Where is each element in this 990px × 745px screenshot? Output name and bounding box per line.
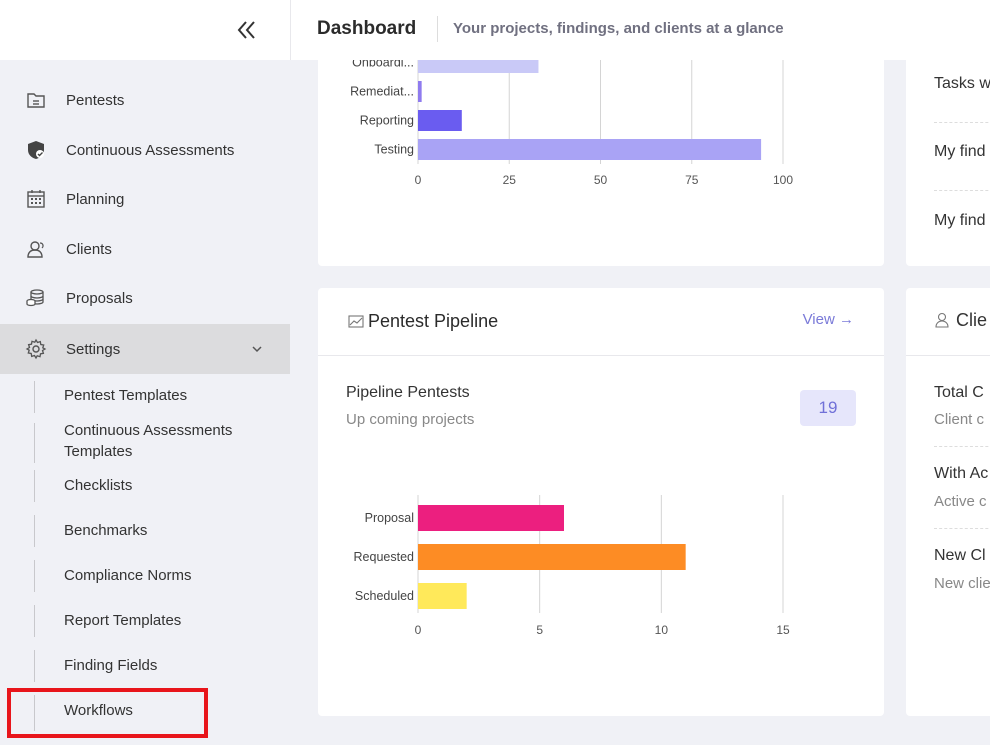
- submenu-pentest-templates[interactable]: Pentest Templates: [64, 387, 188, 404]
- submenu-line: [34, 695, 35, 731]
- submenu-report-templates[interactable]: Report Templates: [64, 612, 182, 629]
- clients-card: Clie Total C Client c With Ac Active c N…: [906, 288, 990, 716]
- stat-sub: New clie: [934, 575, 990, 592]
- stat-sub: Client c: [934, 411, 985, 428]
- bar[interactable]: [418, 544, 686, 570]
- sidebar-top: [0, 0, 290, 60]
- chevron-down-icon: [250, 342, 264, 356]
- top-header: Dashboard Your projects, findings, and c…: [290, 0, 990, 60]
- section-title: Pipeline Pentests: [346, 384, 470, 401]
- submenu-checklists[interactable]: Checklists: [64, 477, 133, 494]
- header-divider: [437, 16, 438, 42]
- bar[interactable]: [418, 52, 539, 73]
- bar[interactable]: [418, 110, 462, 131]
- x-tick-label: 0: [415, 623, 422, 637]
- sidebar-item-label: Planning: [66, 190, 125, 208]
- category-label: Proposal: [365, 511, 414, 525]
- sidebar-item-proposals[interactable]: Proposals: [0, 273, 290, 323]
- x-tick-label: 25: [503, 173, 517, 187]
- x-tick-label: 75: [685, 173, 699, 187]
- submenu-continuous-assessments-templates[interactable]: Continuous Assessments Templates: [64, 422, 233, 460]
- submenu-line: [34, 381, 35, 413]
- bar[interactable]: [418, 583, 467, 609]
- sidebar-item-clients[interactable]: Clients: [0, 224, 290, 274]
- calendar-icon: [25, 188, 47, 210]
- x-tick-label: 0: [415, 173, 422, 187]
- collapse-sidebar-icon[interactable]: [234, 18, 260, 42]
- submenu-line: [34, 605, 35, 637]
- x-tick-label: 100: [773, 173, 793, 187]
- chart-icon: [348, 314, 364, 328]
- divider: [934, 190, 990, 191]
- clients-icon: [934, 312, 950, 328]
- project-status-card: 0 25 50 75 100 Onboardi... Remediat... Reportin…: [318, 42, 884, 266]
- x-tick-label: 5: [536, 623, 543, 637]
- stat-sub: Active c: [934, 493, 987, 510]
- bar[interactable]: [418, 81, 422, 102]
- sidebar-item-label: Continuous Assessments: [66, 141, 235, 159]
- bar[interactable]: [418, 505, 564, 531]
- pentest-pipeline-card: Pentest Pipeline View → Pipeline Pentest…: [318, 288, 884, 716]
- right-top-line[interactable]: My find: [934, 143, 986, 160]
- category-label: Testing: [374, 143, 414, 157]
- submenu-compliance-norms[interactable]: Compliance Norms: [64, 567, 192, 584]
- submenu-line: [34, 470, 35, 502]
- my-tasks-card: Tasks w My find My find: [906, 60, 990, 266]
- view-link[interactable]: View →: [802, 311, 854, 328]
- sidebar-item-pentests[interactable]: Pentests: [0, 75, 290, 125]
- card-header: Pentest Pipeline View →: [318, 288, 884, 356]
- x-tick-label: 50: [594, 173, 608, 187]
- page-title: Dashboard: [317, 18, 417, 39]
- sidebar: Pentests Continuous Assessments Planning…: [0, 0, 290, 745]
- card-title: Clie: [956, 310, 988, 330]
- right-top-line: Tasks w: [934, 75, 990, 92]
- divider: [906, 355, 990, 356]
- divider: [934, 446, 990, 447]
- divider: [934, 122, 990, 123]
- sidebar-item-continuous-assessments[interactable]: Continuous Assessments: [0, 125, 290, 175]
- submenu-line: [34, 560, 35, 592]
- category-label: Reporting: [360, 114, 414, 128]
- count-badge: 19: [800, 390, 856, 426]
- submenu-workflows[interactable]: Workflows: [64, 702, 133, 719]
- gear-icon: [25, 338, 47, 360]
- submenu-finding-fields[interactable]: Finding Fields: [64, 657, 158, 674]
- sidebar-item-label: Settings: [66, 340, 121, 358]
- section-subtitle: Up coming projects: [346, 411, 475, 428]
- clients-icon: [25, 238, 47, 260]
- submenu-line: [34, 515, 35, 547]
- stat-title: With Ac: [934, 465, 989, 482]
- pipeline-chart: 0 5 10 15 Proposal Requested Scheduled: [354, 495, 790, 637]
- category-label: Onboardi...: [352, 60, 414, 70]
- card-title: Pentest Pipeline: [368, 311, 499, 331]
- sidebar-item-label: Clients: [66, 240, 112, 258]
- bar[interactable]: [418, 139, 762, 160]
- submenu-line: [34, 650, 35, 682]
- category-label: Requested: [354, 550, 415, 564]
- pentests-icon: [25, 89, 47, 111]
- submenu-benchmarks[interactable]: Benchmarks: [64, 522, 148, 539]
- divider: [934, 528, 990, 529]
- sidebar-item-label: Proposals: [66, 289, 133, 307]
- sidebar-item-label: Pentests: [66, 91, 125, 109]
- x-tick-label: 10: [655, 623, 669, 637]
- right-top-line[interactable]: My find: [934, 212, 986, 229]
- sidebar-item-settings[interactable]: Settings: [0, 324, 290, 374]
- category-label: Scheduled: [355, 589, 414, 603]
- project-status-chart: 0 25 50 75 100 Onboardi... Remediat... Reportin…: [350, 42, 793, 187]
- category-label: Remediat...: [350, 85, 414, 99]
- sidebar-item-planning[interactable]: Planning: [0, 174, 290, 224]
- x-tick-label: 15: [776, 623, 790, 637]
- submenu-line: [34, 423, 35, 463]
- page-subtitle: Your projects, findings, and clients at …: [453, 20, 784, 37]
- shield-icon: [25, 139, 47, 161]
- stat-title: New Cl: [934, 547, 986, 564]
- coins-icon: [25, 287, 47, 309]
- stat-title: Total C: [934, 384, 984, 401]
